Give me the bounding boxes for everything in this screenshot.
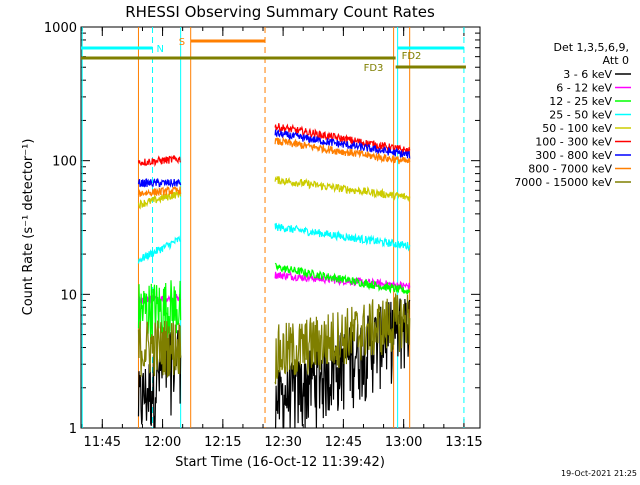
legend-label-0: 3 - 6 keV	[563, 68, 612, 81]
legend-label-8: 7000 - 15000 keV	[514, 176, 612, 189]
y-tick-label: 10	[60, 288, 77, 303]
series-7	[137, 136, 411, 197]
legend-label-1: 6 - 12 keV	[556, 82, 612, 95]
legend-label-5: 100 - 300 keV	[535, 136, 612, 149]
x-tick-label: 13:00	[385, 435, 422, 450]
plot-area: N S FD2 FD3	[80, 26, 481, 429]
series-trace	[274, 293, 411, 385]
series-8	[137, 293, 411, 385]
chart-title: RHESSI Observing Summary Count Rates	[125, 3, 435, 21]
x-tick-label: 12:00	[144, 435, 181, 450]
series-trace	[137, 185, 182, 197]
y-axis-label: Count Rate (s⁻¹ detector⁻¹)	[21, 139, 36, 316]
series-trace	[274, 136, 411, 165]
legend-label-4: 50 - 100 keV	[542, 122, 612, 135]
legend-label-7: 800 - 7000 keV	[528, 163, 612, 176]
series-trace	[274, 176, 411, 202]
x-tick-label: 11:45	[84, 435, 121, 450]
legend-title-line-1: Det 1,3,5,6,9,	[553, 41, 629, 54]
series-trace	[137, 177, 182, 189]
y-tick-label: 1	[69, 422, 77, 437]
x-tick-label: 12:30	[264, 435, 301, 450]
flag-label-n: N	[157, 44, 164, 55]
series-trace	[137, 155, 182, 167]
series-trace	[137, 235, 181, 264]
series-trace	[274, 262, 411, 295]
plot-frame	[80, 26, 481, 429]
footer-timestamp: 19-Oct-2021 21:25	[561, 469, 637, 478]
series-2	[137, 262, 411, 340]
series-5	[137, 123, 411, 167]
x-tick-label: 13:15	[445, 435, 482, 450]
x-tick-label: 12:15	[204, 435, 241, 450]
legend-label-6: 300 - 800 keV	[535, 149, 612, 162]
series-6	[137, 129, 411, 189]
legend-label-2: 12 - 25 keV	[549, 95, 612, 108]
x-tick-label: 12:45	[325, 435, 362, 450]
series-trace	[274, 129, 411, 159]
series-4	[137, 176, 411, 210]
series-trace	[274, 222, 411, 252]
series-trace	[137, 280, 182, 340]
y-tick-label: 100	[52, 155, 77, 170]
legend-label-3: 25 - 50 keV	[549, 109, 612, 122]
series-3	[137, 222, 411, 264]
flag-label-fd2: FD2	[402, 51, 422, 62]
series-trace	[137, 325, 182, 429]
flag-label-s: S	[179, 37, 185, 48]
series-trace	[137, 190, 182, 210]
series-trace	[274, 123, 411, 155]
series-trace	[137, 320, 182, 378]
y-tick-label: 1000	[44, 21, 77, 36]
flag-label-fd3: FD3	[364, 63, 384, 74]
legend-title-line-2: Att 0	[603, 54, 629, 67]
x-axis-label: Start Time (16-Oct-12 11:39:42)	[175, 455, 385, 470]
